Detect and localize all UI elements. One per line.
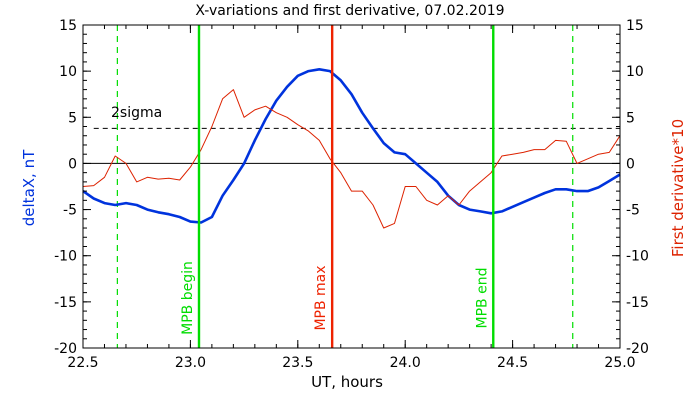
y-tick-label-right: 5: [626, 110, 635, 126]
x-tick-label: 23.0: [175, 355, 206, 371]
y-axis-label-left: deltaX, nT: [20, 149, 38, 226]
y-tick-label-left: 10: [59, 64, 77, 80]
y-tick-label-right: -5: [626, 203, 640, 219]
chart-title: X-variations and first derivative, 07.02…: [195, 3, 504, 19]
x-tick-label: 23.5: [282, 355, 313, 371]
y-tick-label-right: -20: [626, 341, 649, 357]
y-tick-label-left: 5: [68, 110, 77, 126]
y-tick-label-left: -10: [54, 249, 77, 265]
y-tick-label-right: -10: [626, 249, 649, 265]
series-layer: [82, 68, 621, 229]
event-marker-label: MPB end: [474, 268, 490, 329]
series-line-deltax: [82, 68, 621, 224]
plot-frame: [82, 24, 621, 349]
threshold-label: 2sigma: [111, 105, 162, 121]
y-tick-label-left: 0: [68, 156, 77, 172]
axes-layer: 22.5 23.0 23.5 24.0 24.5 25.0 15 15 10 10 5 5 0 0 -5 -5…: [54, 18, 649, 371]
marker-layer: MPB begin MPB max MPB end: [180, 25, 495, 348]
y-axis-label-right: First derivative*10: [669, 119, 687, 257]
x-axis-label: UT, hours: [311, 373, 383, 391]
x-tick-label: 24.5: [497, 355, 528, 371]
y-tick-label-left: -15: [54, 295, 77, 311]
y-tick-label-left: 15: [59, 18, 77, 34]
event-marker-label: MPB max: [313, 265, 329, 330]
y-tick-label-right: -15: [626, 295, 649, 311]
y-tick-label-right: 0: [626, 156, 635, 172]
y-tick-label-right: 15: [626, 18, 644, 34]
series-line-derivative: [82, 89, 621, 229]
y-tick-label-right: 10: [626, 64, 644, 80]
event-marker-label: MPB begin: [180, 261, 196, 335]
x-tick-label: 25.0: [604, 355, 635, 371]
y-tick-label-left: -20: [54, 341, 77, 357]
x-tick-label: 24.0: [390, 355, 421, 371]
y-tick-label-left: -5: [63, 203, 77, 219]
x-tick-label: 22.5: [67, 355, 98, 371]
grid-layer: [83, 25, 620, 348]
